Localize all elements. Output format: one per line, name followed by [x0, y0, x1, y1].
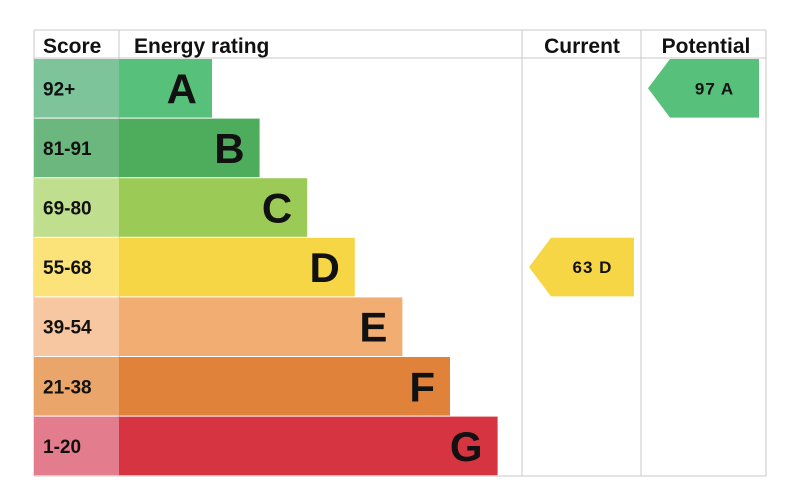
header-row: Score Energy rating Current Potential: [43, 35, 750, 58]
band-b: 81-91 B: [34, 118, 260, 178]
score-range-a: 92+: [43, 79, 75, 100]
score-range-g: 1-20: [43, 437, 81, 458]
score-cell-f: [34, 357, 119, 416]
score-range-c: 69-80: [43, 199, 92, 220]
band-letter-g: G: [450, 423, 483, 470]
band-f: 21-38 F: [34, 357, 450, 416]
rating-bands: 92+ A 81-91 B 69-80 C 55-68 D 39-54 E 21-38 F 1-20 G: [34, 59, 498, 476]
score-cell-c: [34, 178, 119, 237]
score-range-b: 81-91: [43, 139, 92, 160]
band-letter-f: F: [409, 363, 435, 410]
score-cell-g: [34, 416, 119, 476]
current-rating-arrow-shape: [529, 237, 634, 297]
band-letter-e: E: [359, 304, 387, 351]
band-a: 92+ A: [34, 59, 212, 118]
rating-bar-d: [119, 237, 355, 297]
band-c: 69-80 C: [34, 178, 308, 237]
potential-rating-arrow-shape: [648, 59, 759, 118]
score-cell-d: [34, 237, 119, 297]
band-letter-d: D: [309, 244, 339, 291]
rating-bar-e: [119, 297, 403, 356]
score-range-d: 55-68: [43, 258, 92, 279]
band-letter-c: C: [262, 185, 292, 232]
band-e: 39-54 E: [34, 297, 403, 356]
rating-bar-c: [119, 178, 308, 237]
rating-bar-g: [119, 416, 498, 476]
score-range-e: 39-54: [43, 318, 92, 339]
current-rating-arrow: 63 D: [529, 237, 634, 297]
score-cell-b: [34, 118, 119, 178]
potential-rating-arrow: 97 A: [648, 59, 759, 118]
current-rating-arrow-label: 63 D: [573, 258, 613, 277]
rating-arrows: 63 D 97 A: [529, 59, 759, 297]
rating-bar-b: [119, 118, 260, 178]
band-letter-b: B: [214, 125, 244, 172]
potential-header: Potential: [662, 35, 751, 58]
band-g: 1-20 G: [34, 416, 498, 476]
score-cell-e: [34, 297, 119, 356]
potential-rating-arrow-label: 97 A: [695, 79, 734, 98]
energy-rating-header: Energy rating: [134, 35, 269, 58]
rating-bar-a: [119, 59, 212, 118]
score-header: Score: [43, 35, 101, 58]
rating-bar-f: [119, 357, 450, 416]
current-header: Current: [544, 35, 620, 58]
band-d: 55-68 D: [34, 237, 355, 297]
band-letter-a: A: [167, 65, 197, 112]
score-cell-a: [34, 59, 119, 118]
score-range-f: 21-38: [43, 377, 92, 398]
